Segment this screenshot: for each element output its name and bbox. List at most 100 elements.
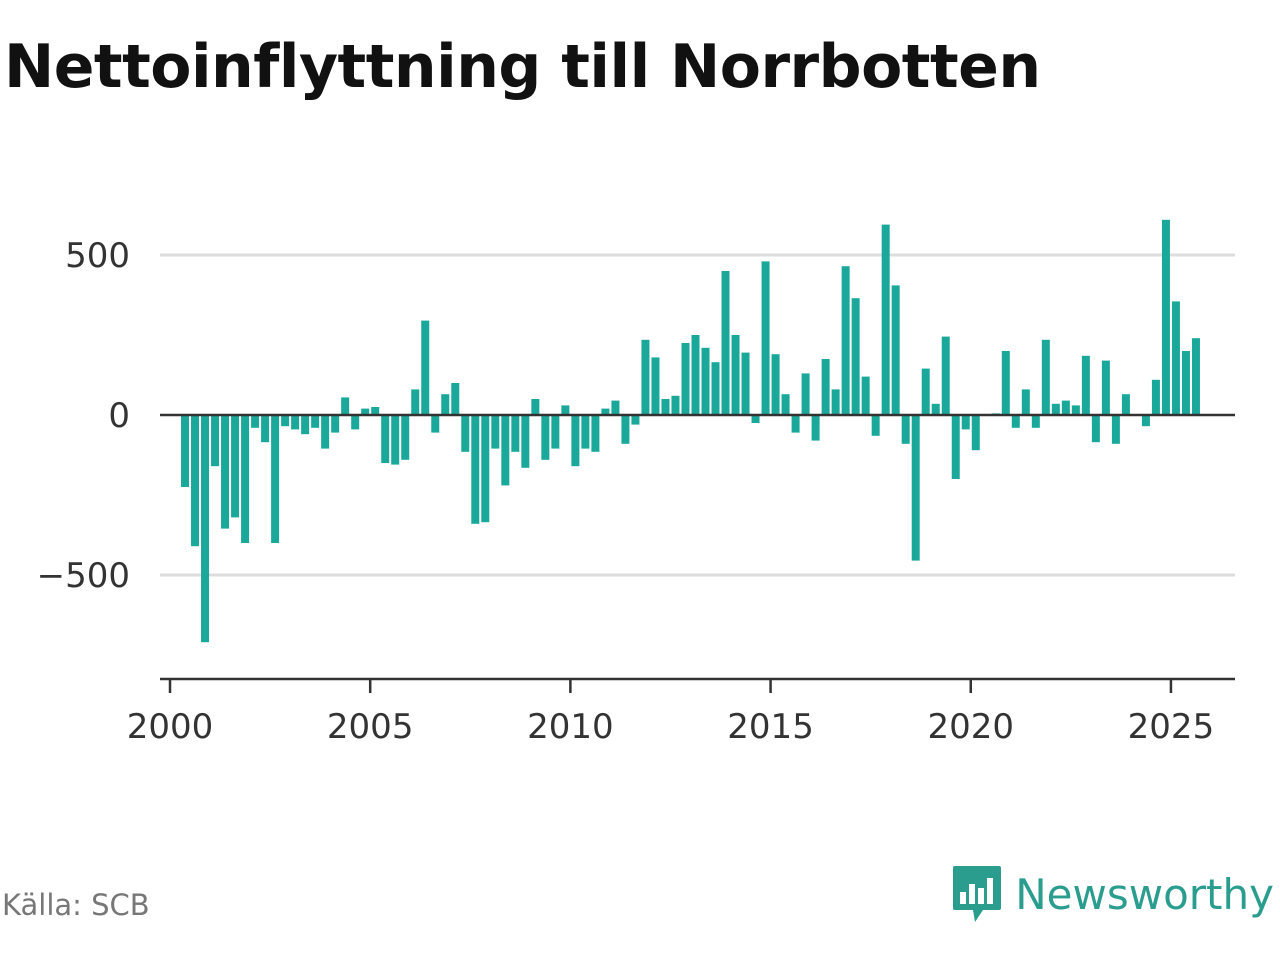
bar: [591, 415, 600, 452]
x-tick-label: 2005: [327, 707, 414, 747]
bar: [581, 415, 590, 449]
x-tick-label: 2000: [127, 707, 214, 747]
bar: [1151, 379, 1160, 415]
newsworthy-logo-icon: [953, 866, 1002, 922]
bar: [681, 343, 690, 415]
bar: [411, 389, 420, 415]
bar: [531, 399, 540, 415]
bar: [1101, 360, 1110, 415]
source-note: Källa: SCB: [2, 888, 150, 922]
bar: [431, 415, 440, 433]
bar: [1001, 351, 1010, 415]
bar: [191, 415, 200, 547]
bar: [311, 415, 320, 428]
bar: [1041, 339, 1050, 415]
bar: [421, 320, 430, 415]
bar: [761, 261, 770, 415]
bar: [561, 405, 570, 415]
bar: [501, 415, 510, 486]
bar: [471, 415, 480, 524]
bar: [451, 383, 460, 415]
bar: [291, 415, 300, 430]
bar: [871, 415, 880, 436]
brand-name: Newsworthy: [1015, 869, 1274, 919]
gridlines: [160, 253, 1235, 577]
bar: [751, 415, 760, 423]
bar: [921, 368, 930, 415]
bar: [941, 336, 950, 415]
bar: [511, 415, 520, 452]
bar: [181, 415, 190, 487]
bar: [381, 415, 390, 463]
x-tick-label: 2020: [927, 707, 1014, 747]
bar: [731, 335, 740, 415]
bar: [881, 224, 890, 415]
bar: [1141, 415, 1150, 427]
bar: [701, 347, 710, 415]
bar: [441, 394, 450, 415]
bar: [571, 415, 580, 467]
bar: [461, 415, 470, 452]
bar: [971, 415, 980, 451]
bar: [641, 339, 650, 415]
bar: [481, 415, 490, 523]
bar: [1061, 400, 1070, 415]
bar: [221, 415, 230, 529]
bar: [961, 415, 970, 430]
bar: [281, 415, 290, 427]
bar: [1161, 219, 1170, 415]
bar: [261, 415, 270, 443]
bar: [721, 271, 730, 415]
bar: [231, 415, 240, 518]
bar: [601, 408, 610, 415]
bar: [1071, 405, 1080, 415]
bar: [771, 354, 780, 415]
bar: [671, 395, 680, 415]
bar: [201, 415, 210, 643]
bar: [911, 415, 920, 561]
bar: [401, 415, 410, 460]
bar: [321, 415, 330, 449]
bar: [791, 415, 800, 433]
bar: [631, 415, 640, 425]
bar: [371, 407, 380, 415]
y-tick-label: 0: [108, 396, 130, 436]
bar: [351, 415, 360, 430]
bar: [741, 352, 750, 415]
bar: [661, 399, 670, 415]
bar: [541, 415, 550, 460]
bar: [521, 415, 530, 468]
bar: [1081, 355, 1090, 415]
brand-logo: Newsworthy: [951, 862, 1274, 926]
bar: [251, 415, 260, 428]
bar: [1091, 415, 1100, 443]
bar: [831, 389, 840, 415]
bar: [271, 415, 280, 543]
bar: [491, 415, 500, 449]
bar: [1111, 415, 1120, 444]
bar: [241, 415, 250, 543]
bar: [691, 335, 700, 415]
bar: [361, 408, 370, 415]
bar: [651, 357, 660, 415]
bar: [951, 415, 960, 479]
bar: [851, 298, 860, 415]
bar: [621, 415, 630, 444]
y-tick-label: 500: [65, 236, 130, 276]
bar: [551, 415, 560, 449]
bar: [891, 285, 900, 415]
bars: [181, 219, 1200, 643]
bar: [901, 415, 910, 444]
bar: [931, 403, 940, 415]
bar: [1191, 338, 1200, 415]
bar: [1011, 415, 1020, 428]
bar: [1021, 389, 1030, 415]
bar: [811, 415, 820, 441]
x-tick-label: 2015: [727, 707, 814, 747]
x-tick-label: 2010: [527, 707, 614, 747]
bar: [1181, 351, 1190, 415]
bar: [211, 415, 220, 467]
x-tick-label: 2025: [1128, 707, 1215, 747]
bar: [331, 415, 340, 433]
